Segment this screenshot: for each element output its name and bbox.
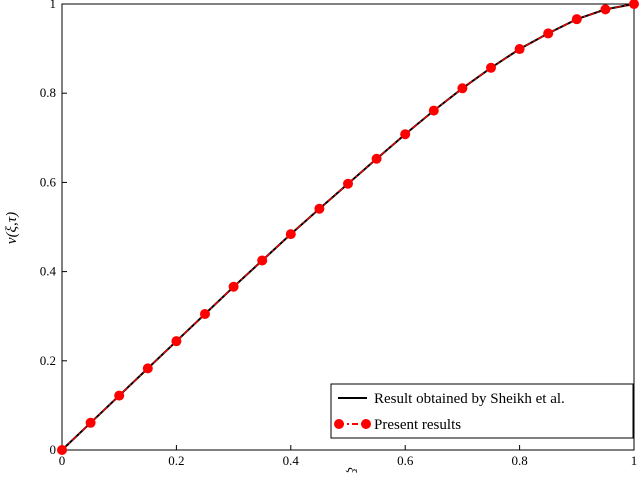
x-axis: 0 0.2 0.4 0.6 0.8 1 [59, 445, 638, 468]
data-point-present [457, 83, 468, 94]
legend-box [330, 383, 634, 439]
data-point-present [371, 153, 382, 164]
x-tick-label: 0.8 [511, 453, 527, 468]
data-point-present [142, 363, 153, 374]
data-point-present [200, 308, 210, 319]
legend-label-present: Present results [374, 417, 461, 433]
x-tick-label: 0.6 [397, 453, 414, 468]
data-point-present [600, 4, 611, 15]
data-point-present [314, 203, 325, 214]
data-point-present [285, 229, 296, 240]
data-point-present [57, 445, 67, 455]
y-tick-label: 0.4 [40, 264, 57, 279]
data-point-present [400, 129, 411, 140]
plot-frame [61, 3, 635, 451]
data-point-present [85, 417, 96, 428]
data-point-present [571, 14, 582, 25]
data-point-present [228, 281, 239, 292]
x-axis-label: ξ [345, 467, 360, 473]
legend-marker-left [334, 419, 344, 429]
y-tick-label: 0 [50, 442, 57, 457]
x-tick-label: 0 [59, 453, 66, 468]
y-axis: 0 0.2 0.4 0.6 0.8 1 [40, 0, 67, 457]
y-tick-label: 0.6 [40, 174, 57, 189]
legend-marker-right [361, 419, 371, 429]
data-point-present [343, 178, 353, 189]
x-tick-label: 1 [631, 453, 638, 468]
data-point-present [171, 336, 182, 347]
y-axis-label: v(ξ,τ) [4, 212, 20, 244]
data-point-present [114, 390, 125, 401]
legend-label-sheikh: Result obtained by Sheikh et al. [374, 391, 565, 407]
data-point-present [514, 44, 525, 55]
data-point-present [543, 28, 554, 39]
y-tick-label: 0.8 [40, 85, 56, 100]
x-tick-label: 0.2 [168, 453, 184, 468]
legend: Result obtained by Sheikh et al. Present… [330, 383, 634, 439]
x-tick-label: 0.4 [283, 453, 300, 468]
data-point-present [486, 62, 496, 73]
plot-area [57, 0, 639, 455]
series-line-present [61, 3, 635, 451]
y-tick-label: 1 [50, 0, 57, 11]
data-point-present [428, 105, 439, 116]
data-point-present [629, 0, 639, 9]
y-tick-label: 0.2 [40, 353, 56, 368]
data-point-present [257, 255, 268, 266]
